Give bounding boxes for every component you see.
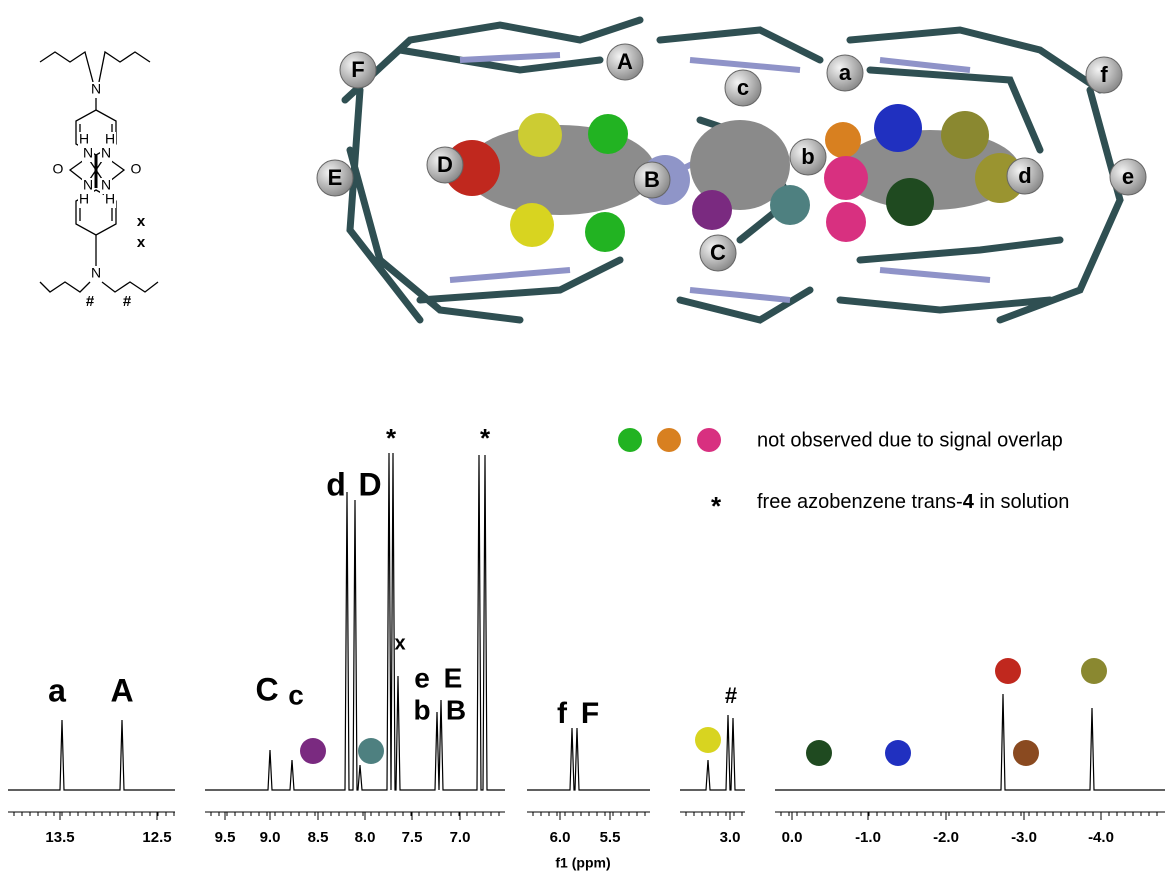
peak-label: a xyxy=(48,672,66,708)
model-label: f xyxy=(1100,62,1108,87)
peak-label: f xyxy=(557,697,568,730)
peak-label: D xyxy=(358,466,381,502)
atom-label: N xyxy=(83,145,93,161)
peak-label: A xyxy=(110,672,133,708)
figure: not observed due to signal overlap * fre… xyxy=(0,0,1167,880)
legend-text-part: in solution xyxy=(974,491,1070,513)
peak-label: d xyxy=(326,466,346,502)
tick-label: -4.0 xyxy=(1088,829,1114,846)
structure-marker: # xyxy=(123,293,132,310)
atom-label: H xyxy=(105,191,115,207)
legend-swatch xyxy=(618,428,642,452)
tick-label: 5.5 xyxy=(600,829,621,846)
tick-label: 9.5 xyxy=(215,829,236,846)
model-label: C xyxy=(710,240,726,265)
model-label: d xyxy=(1018,163,1031,188)
structure-marker: x xyxy=(137,213,146,230)
atom-label: N xyxy=(91,81,101,97)
peak-label: E xyxy=(444,662,463,693)
model-label: e xyxy=(1122,164,1134,189)
axis-label: f1 (ppm) xyxy=(555,855,610,871)
atom-label: H xyxy=(79,191,89,207)
legend-swatch xyxy=(697,428,721,452)
spectrum-trace xyxy=(680,715,745,790)
tick-label: 6.0 xyxy=(550,829,571,846)
atom-label: N xyxy=(91,265,101,281)
model-label: E xyxy=(328,165,343,190)
spectrum-trace xyxy=(8,720,175,790)
peak-label: c xyxy=(288,679,304,710)
spectrum-trace xyxy=(205,453,505,790)
legend: not observed due to signal overlap * fre… xyxy=(618,428,1069,521)
legend-text-part: free azobenzene trans- xyxy=(757,491,963,513)
tick-label: 7.5 xyxy=(402,829,423,846)
model-label: a xyxy=(839,60,852,85)
model-label: B xyxy=(644,167,660,192)
tick-label: 8.5 xyxy=(308,829,329,846)
peak-label: b xyxy=(413,694,430,725)
structure-marker: # xyxy=(86,293,95,310)
peak-label: # xyxy=(725,683,737,708)
tick-label: 12.5 xyxy=(142,829,171,846)
peak-label: * xyxy=(386,423,397,453)
legend-text: free azobenzene trans-4 in solution xyxy=(757,491,1069,513)
tick-label: -2.0 xyxy=(933,829,959,846)
peak-label: x xyxy=(394,632,405,654)
peak-label: e xyxy=(414,662,430,693)
peak-label: C xyxy=(255,671,278,707)
atom-label: O xyxy=(53,161,64,177)
model-label: A xyxy=(617,49,633,74)
legend-text: not observed due to signal overlap xyxy=(757,429,1063,451)
tick-label: -3.0 xyxy=(1011,829,1037,846)
model-label: F xyxy=(351,57,364,82)
tick-label: 9.0 xyxy=(260,829,281,846)
tick-label: 7.0 xyxy=(450,829,471,846)
tick-label: 13.5 xyxy=(45,829,74,846)
spectrum-trace xyxy=(527,728,650,790)
peak-label: * xyxy=(480,423,491,453)
peak-label: F xyxy=(581,697,599,730)
spectrum-trace xyxy=(775,694,1165,790)
atom-label: O xyxy=(131,161,142,177)
legend-star: * xyxy=(711,491,722,521)
model-label: c xyxy=(737,75,749,100)
atom-label: N xyxy=(101,145,111,161)
model-label: b xyxy=(801,144,814,169)
tick-label: 3.0 xyxy=(720,829,741,846)
model-label: D xyxy=(437,152,453,177)
tick-label: 8.0 xyxy=(355,829,376,846)
tick-label: 0.0 xyxy=(782,829,803,846)
tick-label: -1.0 xyxy=(855,829,881,846)
structure-marker: x xyxy=(137,234,146,251)
legend-swatch xyxy=(657,428,681,452)
peak-label: B xyxy=(446,694,466,725)
